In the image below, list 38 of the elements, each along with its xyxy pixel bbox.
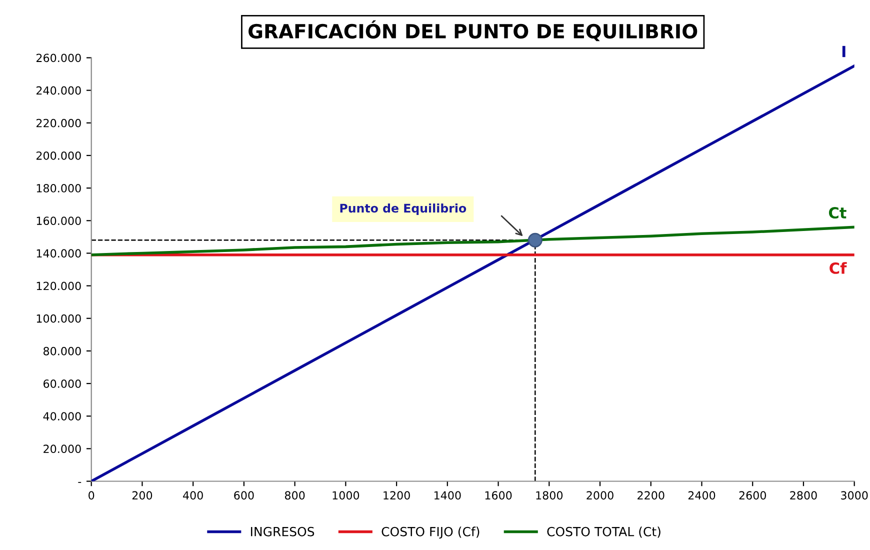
annotation: Cf: [830, 262, 847, 274]
x-tick-label: 1600: [485, 491, 512, 500]
x-tick-label: 1400: [434, 491, 461, 500]
y-tick-label: 180.000: [36, 184, 81, 192]
y-tick-label: 240.000: [36, 86, 81, 95]
y-tick-label: 120.000: [36, 282, 81, 290]
y-tick-label: 20.000: [44, 444, 81, 454]
x-tick-label: 800: [284, 491, 305, 500]
x-tick-label: 2000: [586, 491, 614, 500]
annotation: Punto de Equilibrio: [340, 204, 466, 215]
x-tick-label: 1000: [332, 491, 360, 500]
y-tick-label: 60.000: [44, 379, 81, 388]
x-tick-label: 2800: [790, 491, 817, 500]
x-tick-label: 1800: [536, 491, 563, 500]
annotation: Ct: [828, 206, 846, 219]
y-tick-label: -: [78, 482, 82, 483]
legend-label: COSTO FIJO (Cf): [382, 526, 480, 539]
x-tick-label: 2200: [638, 491, 664, 500]
y-tick-label: 140.000: [36, 249, 81, 258]
x-tick-label: 2400: [688, 491, 716, 500]
y-tick-label: 160.000: [36, 216, 81, 226]
x-tick-label: 400: [183, 491, 203, 500]
y-tick-label: 80.000: [44, 346, 81, 356]
chart-title: GRAFICACIÓN DEL PUNTO DE EQUILIBRIO: [248, 20, 698, 42]
x-tick-label: 600: [234, 491, 254, 500]
x-tick-label: 1200: [384, 491, 410, 500]
x-tick-label: 2600: [739, 491, 766, 500]
y-tick-label: 260.000: [36, 54, 81, 62]
x-tick-label: 200: [132, 491, 152, 500]
y-tick-label: 100.000: [36, 314, 81, 323]
y-tick-label: 200.000: [36, 151, 81, 160]
legend-label: COSTO TOTAL (Ct): [547, 526, 660, 538]
text: I: [842, 46, 846, 58]
y-tick-label: 220.000: [36, 118, 81, 128]
x-tick-label: 0: [88, 491, 94, 500]
y-tick-label: 40.000: [43, 412, 81, 420]
x-tick-label: 3000: [841, 491, 868, 500]
legend-label: INGRESOS: [251, 526, 314, 536]
